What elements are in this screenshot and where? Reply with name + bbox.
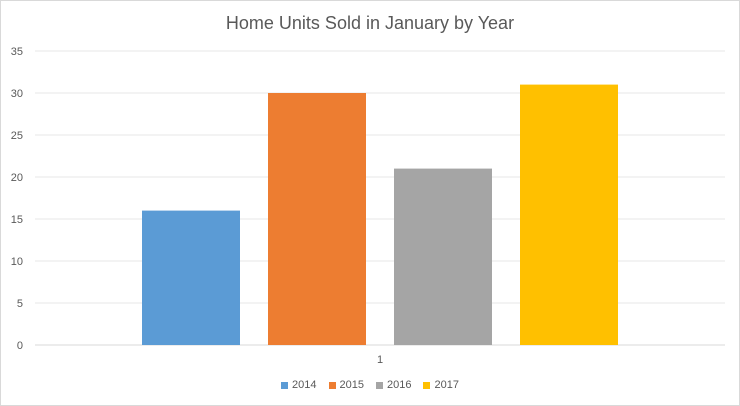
legend-item-2015: 2015: [328, 379, 364, 391]
legend-label: 2014: [292, 379, 317, 391]
bar-2014: [142, 210, 240, 345]
y-tick-label: 20: [11, 172, 23, 184]
legend-swatch: [376, 381, 383, 389]
chart-title: Home Units Sold in January by Year: [225, 13, 515, 33]
bar-2015: [268, 93, 366, 345]
y-tick-label: 5: [17, 298, 23, 310]
legend-item-2017: 2017: [423, 379, 459, 391]
y-tick-label: 35: [11, 46, 23, 58]
y-tick-label: 0: [17, 340, 23, 352]
legend-label: 2017: [434, 379, 459, 391]
legend-swatch: [328, 381, 336, 389]
y-tick-label: 15: [11, 214, 23, 226]
x-category-label: 1: [377, 354, 383, 366]
legend-label: 2016: [387, 379, 412, 391]
legend-item-2016: 2016: [376, 379, 411, 391]
y-tick-label: 30: [11, 88, 23, 100]
legend: 2014 2015 2016 2017: [1, 379, 739, 391]
y-tick-label: 25: [11, 130, 23, 142]
bar-2016: [394, 168, 492, 345]
bar-2017: [520, 84, 618, 345]
legend-item-2014: 2014: [281, 379, 317, 391]
legend-label: 2015: [339, 379, 364, 391]
legend-swatch: [423, 381, 431, 389]
legend-swatch: [281, 381, 289, 389]
y-tick-label: 10: [11, 256, 23, 268]
